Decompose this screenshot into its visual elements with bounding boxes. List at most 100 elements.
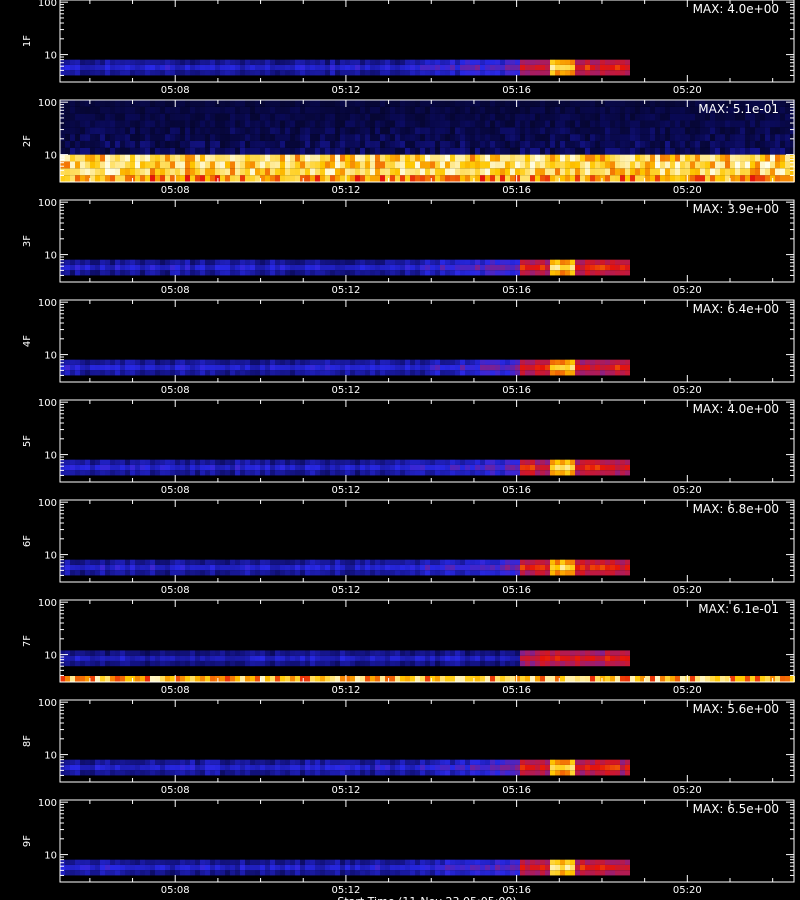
- heatmap-cell: [190, 470, 195, 476]
- heatmap-cell: [630, 120, 635, 128]
- heatmap-cell: [305, 134, 310, 141]
- heatmap-cell: [315, 264, 320, 271]
- heatmap-cell: [90, 259, 95, 265]
- heatmap-cell: [690, 100, 695, 107]
- heatmap-cell: [765, 140, 770, 148]
- heatmap-cell: [455, 140, 460, 148]
- heatmap-cell: [110, 140, 115, 148]
- heatmap-cells: [60, 100, 795, 182]
- heatmap-cell: [150, 154, 155, 162]
- heatmap-cell: [560, 113, 565, 121]
- heatmap-cell: [660, 120, 665, 128]
- heatmap-cell: [535, 70, 540, 76]
- heatmap-cell: [660, 100, 665, 107]
- heatmap-cell: [260, 175, 265, 182]
- heatmap-cell: [275, 650, 280, 656]
- heatmap-cell: [275, 270, 280, 276]
- heatmap-cell: [460, 147, 465, 155]
- heatmap-cell: [325, 175, 330, 182]
- heatmap-cell: [80, 59, 85, 65]
- heatmap-cell: [465, 120, 470, 128]
- heatmap-cell: [415, 564, 420, 571]
- heatmap-cell: [70, 470, 75, 476]
- heatmap-cell: [255, 359, 260, 365]
- heatmap-cell: [325, 364, 330, 371]
- heatmap-cell: [605, 759, 610, 765]
- heatmap-cell: [535, 100, 540, 107]
- heatmap-cell: [185, 464, 190, 471]
- heatmap-cell: [635, 147, 640, 155]
- heatmap-cell: [95, 59, 100, 65]
- heatmap-cell: [575, 650, 580, 656]
- heatmap-cell: [655, 168, 660, 176]
- heatmap-cell: [145, 764, 150, 771]
- heatmap-cell: [520, 59, 525, 65]
- heatmap-cell: [95, 134, 100, 141]
- heatmap-cell: [580, 459, 585, 465]
- heatmap-cell: [290, 770, 295, 776]
- heatmap-cell: [80, 161, 85, 169]
- heatmap-cell: [575, 470, 580, 476]
- heatmap-cell: [515, 168, 520, 176]
- heatmap-cell: [175, 120, 180, 128]
- heatmap-cell: [210, 364, 215, 371]
- heatmap-cell: [325, 459, 330, 465]
- heatmap-cell: [460, 655, 465, 661]
- heatmap-cell: [485, 147, 490, 155]
- heatmap-cell: [275, 264, 280, 271]
- panel-frame: [59, 99, 795, 183]
- heatmap-cell: [425, 270, 430, 276]
- heatmap-cell: [495, 140, 500, 148]
- heatmap-cell: [510, 100, 515, 107]
- heatmap-cell: [570, 370, 575, 376]
- heatmap-cell: [370, 140, 375, 148]
- heatmap-cell: [600, 676, 605, 682]
- heatmap-cell: [515, 770, 520, 776]
- heatmap-cell: [240, 559, 245, 565]
- heatmap-cell: [125, 64, 130, 71]
- heatmap-cell: [340, 470, 345, 476]
- heatmap-cell: [275, 259, 280, 265]
- heatmap-cell: [315, 459, 320, 465]
- heatmap-cell: [195, 464, 200, 471]
- heatmap-cell: [250, 359, 255, 365]
- heatmap-cell: [295, 100, 300, 107]
- heatmap-cell: [80, 364, 85, 371]
- heatmap-cell: [520, 464, 525, 471]
- heatmap-cell: [435, 154, 440, 162]
- heatmap-cell: [780, 140, 785, 148]
- heatmap-cell: [150, 161, 155, 169]
- heatmap-cell: [390, 113, 395, 121]
- heatmap-cell: [290, 759, 295, 765]
- heatmap-cell: [395, 64, 400, 71]
- heatmap-cell: [150, 270, 155, 276]
- heatmap-cell: [210, 259, 215, 265]
- heatmap-cell: [470, 70, 475, 76]
- heatmap-cell: [610, 140, 615, 148]
- heatmap-cell: [345, 154, 350, 162]
- heatmap-cell: [115, 64, 120, 71]
- heatmap-cell: [365, 134, 370, 141]
- heatmap-cell: [615, 564, 620, 571]
- heatmap-cell: [355, 359, 360, 365]
- heatmap-cell: [245, 70, 250, 76]
- heatmap-cell: [630, 140, 635, 148]
- heatmap-cell: [460, 106, 465, 114]
- heatmap-cell: [550, 140, 555, 148]
- heatmap-cell: [205, 127, 210, 135]
- heatmap-cell: [425, 660, 430, 667]
- heatmap-cell: [750, 175, 755, 182]
- heatmap-cell: [85, 120, 90, 128]
- heatmap-cell: [790, 134, 795, 141]
- heatmap-cell: [260, 370, 265, 376]
- heatmap-cell: [215, 459, 220, 465]
- heatmap-cell: [210, 570, 215, 576]
- heatmap-cell: [360, 676, 365, 682]
- heatmap-cell: [700, 100, 705, 107]
- heatmap-cell: [445, 359, 450, 365]
- heatmap-cell: [315, 564, 320, 571]
- heatmap-cell: [160, 100, 165, 107]
- heatmap-cell: [395, 464, 400, 471]
- heatmap-cell: [220, 650, 225, 656]
